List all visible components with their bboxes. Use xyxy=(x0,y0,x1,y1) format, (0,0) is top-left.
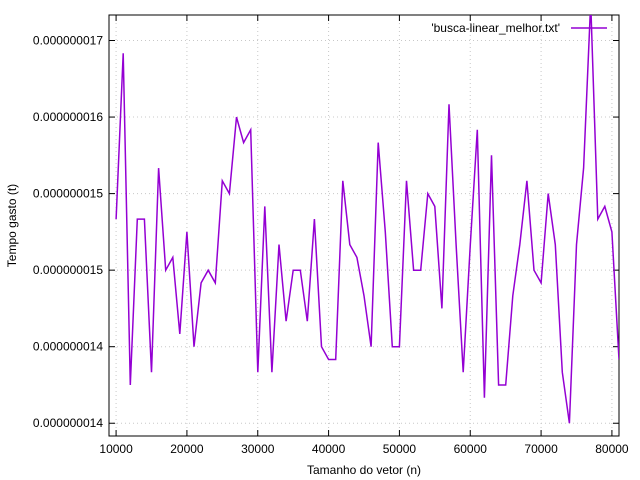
y-tick-label: 0.000000014 xyxy=(33,416,103,430)
series-line xyxy=(115,15,619,424)
y-tick-label: 0.000000014 xyxy=(33,340,103,354)
x-tick-label: 10000 xyxy=(99,442,133,456)
x-tick-label: 40000 xyxy=(312,442,346,456)
y-tick-label: 0.000000015 xyxy=(33,263,103,277)
x-axis-title: Tamanho do vetor (n) xyxy=(307,463,421,477)
legend-label: 'busca-linear_melhor.txt' xyxy=(431,21,560,35)
x-tick-label: 60000 xyxy=(454,442,488,456)
x-tick-label: 70000 xyxy=(524,442,558,456)
x-tick-label: 30000 xyxy=(241,442,275,456)
y-axis-title: Tempo gasto (t) xyxy=(5,184,19,267)
y-tick-label: 0.000000015 xyxy=(33,187,103,201)
plot-frame xyxy=(108,14,620,437)
series-layer xyxy=(115,15,619,424)
legend: 'busca-linear_melhor.txt' xyxy=(431,21,607,35)
x-tick-label: 80000 xyxy=(595,442,629,456)
y-tick-label: 0.000000017 xyxy=(33,34,103,48)
x-axis-ticks: 10000 20000 30000 40000 50000 60000 70000 80000 xyxy=(99,15,629,456)
x-tick-label: 50000 xyxy=(383,442,417,456)
grid-lines xyxy=(109,15,619,436)
x-tick-label: 20000 xyxy=(170,442,204,456)
y-tick-label: 0.000000016 xyxy=(33,110,103,124)
y-axis-ticks: 0.000000014 0.000000014 0.000000015 0.00000… xyxy=(33,34,619,430)
